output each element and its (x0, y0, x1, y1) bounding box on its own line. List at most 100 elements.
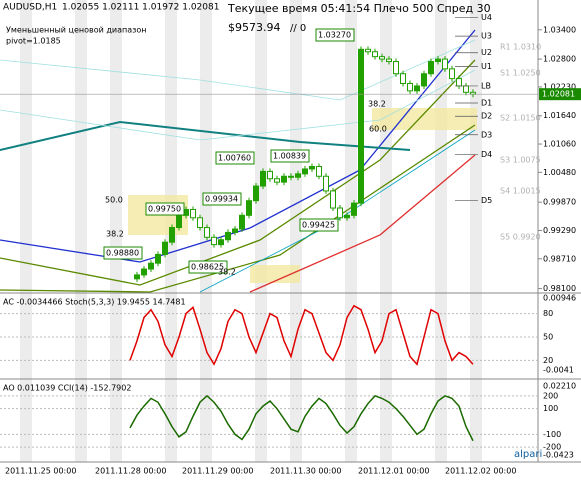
fib-label: 60.0 (369, 125, 387, 134)
candle (169, 227, 175, 243)
y-tick-label: 1.01060 (543, 140, 576, 149)
fib-label: 38.2 (368, 100, 386, 109)
candle (463, 85, 469, 93)
candle (232, 228, 238, 233)
axis-label: 0.00946 (543, 294, 576, 303)
price-box-label: 0.99750 (148, 205, 181, 214)
candle (134, 274, 140, 280)
y-tick-label: 0.98100 (543, 284, 576, 293)
status: Текущее время 05:41:54 Плечо 500 Спред 3… (227, 2, 491, 15)
price-box-label: 0.98880 (106, 249, 139, 258)
candle (295, 173, 301, 178)
pivot-label: S2 1.0150 (500, 114, 541, 123)
y-tick-label: 1.00480 (543, 168, 576, 177)
candle (337, 207, 343, 219)
y-tick-label: 100 (543, 404, 558, 413)
candle (309, 166, 315, 170)
level-label: D1 (481, 99, 492, 108)
candle (141, 268, 147, 276)
price-box-label: 0.99934 (205, 195, 238, 204)
candle (449, 68, 455, 80)
x-tick-label: 2011.11.28 00:00 (95, 467, 166, 476)
candle (400, 73, 406, 84)
level-label: LB (481, 81, 491, 90)
level-label: D4 (481, 150, 492, 159)
orders: // 0 (290, 23, 306, 34)
candle (148, 262, 154, 270)
y-tick-label: 1.02800 (543, 55, 576, 64)
candle (386, 58, 392, 63)
current-price-label: 1.02081 (542, 90, 575, 99)
pivot-label: S1 1.0250 (500, 69, 541, 78)
candle (407, 82, 413, 92)
candle (267, 170, 273, 180)
candle (393, 61, 399, 75)
y-tick-label: -100 (543, 430, 561, 439)
candle (260, 170, 266, 187)
y-tick-label: 0.99290 (543, 226, 576, 235)
symbol: AUDUSD,H1 (3, 3, 57, 13)
candle (421, 73, 427, 87)
current-price-box (539, 88, 581, 101)
ohlc: 1.02055 1.02111 1.01972 1.02081 (62, 3, 219, 13)
level-label: U4 (481, 13, 492, 22)
candle (351, 202, 357, 216)
price-box (299, 218, 339, 232)
y-tick-label: 50 (543, 333, 553, 342)
candle (239, 214, 245, 230)
level-label: U1 (481, 62, 492, 71)
subtitle: Уменьшенный ценовой диапазон (6, 26, 147, 35)
price-box (188, 260, 228, 274)
pivot-label: S4 1.0015 (500, 187, 541, 196)
candle (358, 48, 364, 204)
candle (218, 239, 224, 246)
candle (253, 185, 259, 202)
pivot-label: S5 0.9920 (500, 233, 541, 242)
price-box-label: 1.00760 (218, 154, 251, 163)
candle (379, 56, 385, 60)
price-box-label: 0.99425 (302, 221, 335, 230)
y-tick-label: 200 (543, 391, 558, 400)
candle (365, 48, 371, 53)
candle (435, 58, 441, 63)
price-box-label: 1.00839 (273, 152, 306, 161)
pivot-label: S3 1.0075 (500, 156, 541, 165)
balance: $9573.94 (228, 21, 281, 34)
candle (456, 78, 462, 87)
candle (197, 217, 203, 229)
candle (211, 236, 217, 246)
candle (190, 208, 196, 219)
price-box-label: 0.98625 (191, 263, 224, 272)
pivot: pivot=1.0185 (6, 37, 61, 46)
y-tick-label: 0.98710 (543, 254, 576, 263)
y-tick-label: 80 (543, 309, 553, 318)
candle (414, 85, 420, 92)
indicator-line (129, 394, 474, 442)
x-tick-label: 2011.11.29 00:00 (182, 467, 253, 476)
y-tick-label: 20 (543, 356, 553, 365)
price-box (315, 28, 355, 42)
fib-label: 38.2 (218, 268, 236, 277)
axis-label: -0.0041 (543, 366, 574, 375)
candle (225, 231, 231, 241)
level-label: U2 (481, 48, 492, 57)
fib-label: 38.2 (106, 230, 124, 239)
cci-title: AO 0.011039 CCI(14) -152.7902 (3, 384, 131, 393)
y-tick-label: 1.01640 (543, 111, 576, 120)
candle (344, 214, 350, 219)
level-label: D2 (481, 112, 492, 121)
stoch-title: AC -0.0034466 Stoch(5,3,3) 19.9455 14.74… (3, 298, 186, 307)
indicator-line (129, 304, 474, 366)
x-tick-label: 2011.12.01 00:00 (358, 467, 429, 476)
logo: alpari (514, 449, 542, 460)
x-tick-label: 2011.11.30 00:00 (270, 467, 341, 476)
pivot-label: R1 1.0310 (500, 43, 541, 52)
level-label: D3 (481, 130, 492, 139)
candle (246, 200, 252, 216)
candle (204, 227, 210, 238)
x-tick-label: 2011.11.25 00:00 (5, 467, 76, 476)
y-tick-label: -200 (543, 443, 561, 452)
candle (274, 178, 280, 183)
candle (302, 168, 308, 175)
